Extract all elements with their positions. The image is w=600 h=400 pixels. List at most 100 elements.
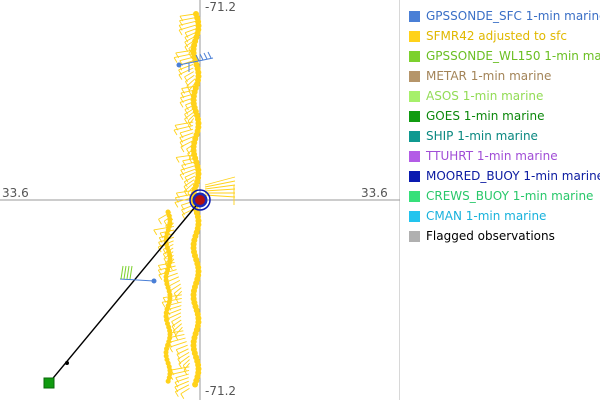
dropsonde-track-line xyxy=(48,200,201,384)
goes-observation-marker xyxy=(43,377,55,389)
wind-barb-flag xyxy=(184,109,189,115)
wind-barb-flag xyxy=(171,325,176,332)
wind-barb-flag xyxy=(185,104,189,111)
legend-item[interactable]: CREWS_BUOY 1-min marine xyxy=(404,186,600,206)
legend-item[interactable]: Flagged observations xyxy=(404,226,600,246)
wind-barb-flag xyxy=(163,258,168,264)
legend-item[interactable]: METAR 1-min marine xyxy=(404,66,600,86)
sfmr-observation-dot xyxy=(167,256,173,262)
wind-barb xyxy=(179,132,194,138)
storm-center-ring xyxy=(189,189,211,211)
legend-color-swatch xyxy=(409,190,420,202)
wind-barb xyxy=(179,17,196,22)
wind-barb xyxy=(175,193,194,199)
wind-barb-flag xyxy=(162,253,167,260)
wind-barb xyxy=(171,319,182,327)
right-latitude-label: 33.6 xyxy=(361,186,388,200)
wind-barb-flag xyxy=(173,57,178,63)
wind-barb-flag xyxy=(180,169,185,176)
sfmr-observation-dot xyxy=(167,328,173,334)
legend-color-swatch xyxy=(409,130,420,142)
wind-barb xyxy=(174,121,194,126)
bottom-longitude-label: -71.2 xyxy=(205,384,237,398)
wind-barb xyxy=(174,380,189,388)
legend-label: GOES 1-min marine xyxy=(426,109,545,123)
wind-barb xyxy=(163,294,182,299)
sfmr-observation-dot xyxy=(167,331,173,337)
wind-barb xyxy=(174,377,189,383)
legend-item[interactable]: CMAN 1-min marine xyxy=(404,206,600,226)
wind-barb xyxy=(183,179,195,187)
wind-barb xyxy=(176,344,188,351)
legend-color-swatch xyxy=(409,10,420,22)
wind-barb-flag xyxy=(158,218,162,225)
gpssonde-wind-barb xyxy=(119,278,155,282)
wind-barb xyxy=(168,337,186,343)
wind-barb xyxy=(183,362,190,371)
legend-color-swatch xyxy=(409,230,420,242)
legend-item[interactable]: GPSSONDE_WL150 1-min marine xyxy=(404,46,600,66)
gpssonde-station-dot xyxy=(176,62,182,68)
legend-item[interactable]: TTUHRT 1-min marine xyxy=(404,146,600,166)
wind-barb-flag xyxy=(180,146,185,153)
wind-barb xyxy=(169,369,190,376)
legend-label: GPSSONDE_WL150 1-min marine xyxy=(426,49,600,63)
wind-barb-flag xyxy=(175,157,180,163)
legend-color-swatch xyxy=(409,70,420,82)
wind-barb-flag xyxy=(158,274,163,281)
wind-barb xyxy=(180,388,190,395)
left-latitude-label: 33.6 xyxy=(2,186,29,200)
gpssonde-barb-flag xyxy=(195,54,200,62)
legend-item[interactable]: MOORED_BUOY 1-min marine xyxy=(404,166,600,186)
wind-barb-flag xyxy=(183,186,188,192)
legend-item[interactable]: GPSSONDE_SFC 1-min marine xyxy=(404,6,600,26)
map-plot[interactable]: -71.2 -71.2 33.6 33.6 xyxy=(0,0,400,400)
wind-barb-flag xyxy=(158,237,163,243)
legend-color-swatch xyxy=(409,170,420,182)
wind-barb xyxy=(182,359,190,366)
wind-barb xyxy=(184,71,194,78)
wind-barb xyxy=(178,355,190,365)
wind-barb xyxy=(166,276,180,283)
wind-barb-flag xyxy=(175,377,180,383)
legend-item[interactable]: SFMR42 adjusted to sfc xyxy=(404,26,600,46)
wind-barb xyxy=(169,341,187,348)
legend-label: Flagged observations xyxy=(426,229,555,243)
wind-barb-flag xyxy=(184,114,188,120)
wind-barb xyxy=(179,128,194,134)
wind-barb xyxy=(204,184,236,190)
sfmr-observation-dot xyxy=(163,310,169,316)
wind-barb xyxy=(176,348,189,355)
wind-barb xyxy=(167,280,181,288)
wind-barb-flag xyxy=(179,174,184,180)
wind-barb xyxy=(179,56,194,62)
wind-barb xyxy=(188,118,195,126)
wind-barb-flag xyxy=(153,229,158,236)
wind-barb xyxy=(184,175,196,183)
sfmr-observation-dot xyxy=(163,274,169,280)
legend-color-swatch xyxy=(409,150,420,162)
wind-barb xyxy=(179,13,196,17)
gpssonde-wl150-barb xyxy=(129,265,133,280)
wind-barb-flag xyxy=(174,297,179,304)
sfmr-observation-dot xyxy=(163,349,169,355)
gpssonde-barb-flag xyxy=(199,53,204,61)
legend-item[interactable]: GOES 1-min marine xyxy=(404,106,600,126)
observation-map[interactable] xyxy=(0,0,400,400)
gpssonde-wind-barb xyxy=(178,57,214,66)
wind-barb xyxy=(185,74,195,82)
wind-barb xyxy=(176,189,194,194)
legend-item[interactable]: SHIP 1-min marine xyxy=(404,126,600,146)
wind-barb-flag xyxy=(161,302,166,308)
wind-barb xyxy=(186,78,196,87)
sfmr-observation-dot xyxy=(167,367,173,373)
wind-barb xyxy=(204,188,236,192)
wind-barb xyxy=(184,27,198,34)
wind-barb xyxy=(175,290,183,299)
wind-barb-flag xyxy=(179,132,184,139)
sfmr-observation-dot xyxy=(192,381,199,388)
wind-barb-flag xyxy=(174,391,179,397)
legend-label: METAR 1-min marine xyxy=(426,69,552,83)
wind-barb-flag xyxy=(184,32,189,38)
legend-item[interactable]: ASOS 1-min marine xyxy=(404,86,600,106)
